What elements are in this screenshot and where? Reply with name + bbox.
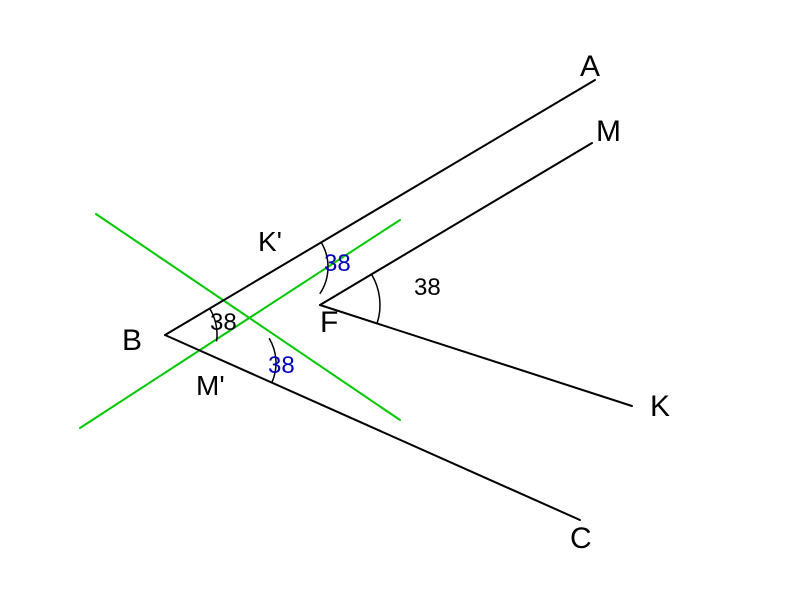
label-F: F — [320, 308, 338, 338]
label-C: C — [570, 524, 592, 554]
label-K: K — [650, 392, 670, 422]
diagram-container: A M K C B F K' M' 38 38 38 38 — [0, 0, 800, 600]
angle-at-B: 38 — [210, 311, 237, 335]
angle-at-Kprime: 38 — [324, 252, 351, 276]
label-Mprime: M' — [196, 372, 225, 400]
geometry-svg — [0, 0, 800, 600]
angle-at-F: 38 — [414, 276, 441, 300]
angle-at-Mprime: 38 — [268, 354, 295, 378]
label-B: B — [122, 326, 142, 356]
label-A: A — [580, 52, 600, 82]
label-M: M — [596, 117, 621, 147]
label-Kprime: K' — [258, 228, 282, 256]
